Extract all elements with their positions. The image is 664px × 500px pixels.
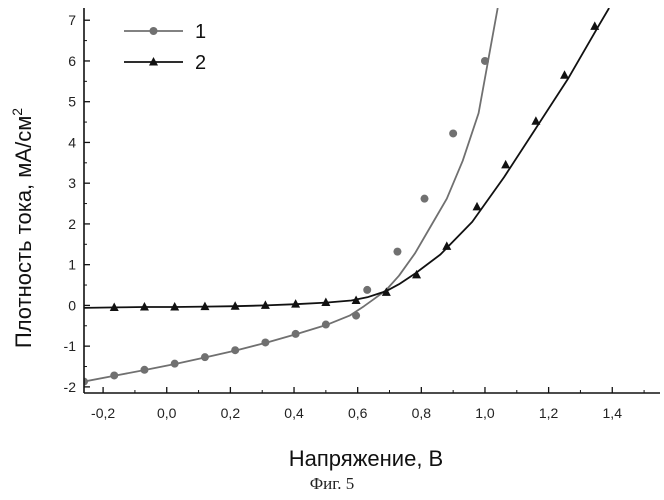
y-tick-label: 0 — [68, 297, 76, 313]
series-1-line — [84, 8, 499, 383]
series-1-marker — [393, 247, 402, 256]
x-tick-label: 1,0 — [475, 405, 495, 421]
series-2-marker — [321, 297, 331, 307]
x-tick-label: 1,4 — [603, 405, 623, 421]
y-axis-title-main: Плотность тока, мА/см — [11, 116, 36, 348]
series-1-marker — [140, 365, 149, 374]
series-2-marker — [149, 57, 158, 66]
series-2-marker — [139, 302, 149, 311]
series-1-marker — [363, 285, 372, 294]
series-1-marker — [480, 56, 489, 65]
series-2-marker — [260, 300, 270, 309]
series-2-marker — [472, 201, 482, 211]
y-tick-label: 5 — [68, 94, 76, 110]
series-1-marker — [321, 320, 330, 329]
x-tick-label: 0,6 — [348, 405, 368, 421]
figure-caption: Фиг. 5 — [309, 474, 355, 493]
series-1-marker — [261, 338, 270, 347]
series-1-marker — [231, 346, 240, 355]
y-tick-label: 2 — [68, 216, 76, 232]
x-tick-label: 0,0 — [157, 405, 177, 421]
series-1-marker — [352, 311, 361, 320]
series-2-marker — [412, 269, 422, 279]
y-tick-label: 3 — [68, 175, 76, 191]
series-2-marker — [531, 116, 541, 125]
x-tick-label: 0,8 — [412, 405, 432, 421]
series-1-marker — [420, 194, 429, 203]
series-2 — [84, 8, 610, 311]
legend: 12 — [124, 21, 206, 74]
series-2-marker — [501, 159, 511, 169]
series-1-marker — [110, 371, 119, 380]
series-1-marker — [291, 329, 300, 338]
series-2-marker — [109, 302, 119, 311]
series-1-marker — [200, 353, 209, 362]
series-2-marker — [291, 299, 301, 308]
series-2-marker — [200, 301, 210, 311]
series-2-line — [84, 8, 610, 309]
y-tick-label: 6 — [68, 53, 76, 69]
series-1-marker — [149, 27, 158, 35]
y-axis-title: Плотность тока, мА/см2 — [9, 108, 36, 348]
series-1-marker — [170, 359, 179, 368]
y-tick-label: -1 — [64, 338, 77, 354]
y-tick-label: 1 — [68, 257, 76, 273]
series-2-marker — [170, 302, 180, 311]
x-tick-label: 0,2 — [221, 405, 241, 421]
series-2-marker — [230, 301, 240, 310]
x-axis-title: Напряжение, В — [289, 446, 443, 471]
x-tick-label: -0,2 — [91, 405, 115, 421]
series-2-marker — [351, 295, 361, 305]
y-tick-label: 4 — [68, 134, 76, 150]
legend-label-2: 2 — [195, 52, 206, 74]
series-1-marker — [84, 377, 88, 386]
legend-label-1: 1 — [195, 21, 206, 43]
y-tick-label: 7 — [68, 12, 76, 28]
series-1 — [84, 8, 499, 386]
series-2-marker — [590, 21, 600, 30]
series-2-marker — [381, 287, 391, 296]
x-tick-label: 0,4 — [284, 405, 304, 421]
y-tick-label: -2 — [64, 379, 77, 395]
series-2-marker — [560, 70, 570, 79]
series-layer — [84, 8, 610, 386]
series-1-marker — [449, 129, 458, 138]
x-tick-label: 1,2 — [539, 405, 559, 421]
series-2-marker — [442, 241, 452, 250]
y-axis-title-superscript: 2 — [9, 108, 25, 116]
